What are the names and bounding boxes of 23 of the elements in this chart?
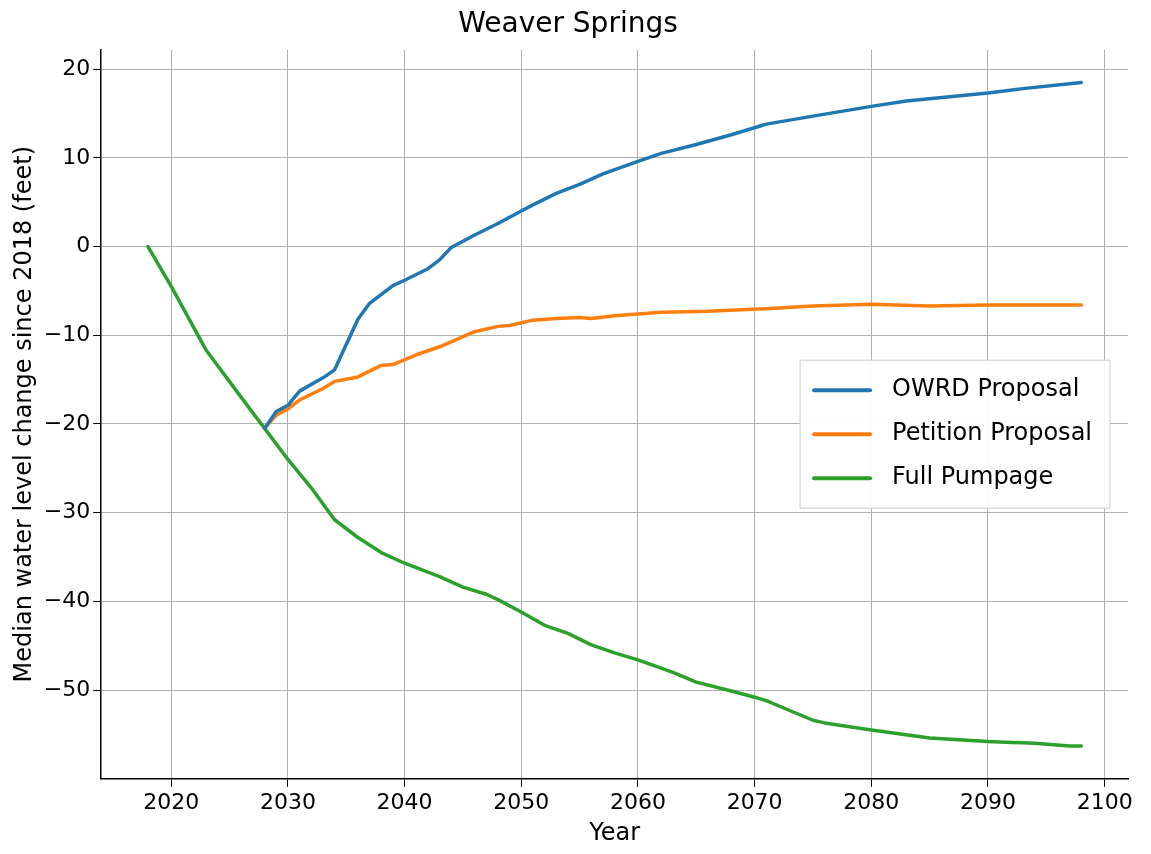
x-tick-label: 2050 — [493, 788, 550, 814]
x-tick-label: 2070 — [726, 788, 783, 814]
x-axis-title: Year — [588, 817, 641, 846]
x-tick-label: 2100 — [1076, 788, 1133, 814]
x-tick-label: 2030 — [259, 788, 316, 814]
y-tick-label: −10 — [43, 320, 91, 346]
x-tick-label: 2080 — [843, 788, 900, 814]
chart-title: Weaver Springs — [458, 6, 678, 40]
x-tick-label: 2040 — [376, 788, 433, 814]
y-axis-title: Median water level change since 2018 (feet) — [8, 146, 37, 683]
y-tick-label: 10 — [62, 143, 91, 169]
legend-label: OWRD Proposal — [892, 374, 1080, 403]
x-tick-label: 2020 — [143, 788, 200, 814]
legend-label: Petition Proposal — [892, 418, 1092, 447]
y-tick-label: −20 — [43, 409, 91, 435]
y-tick-label: 20 — [62, 54, 91, 80]
y-tick-label: 0 — [76, 232, 91, 258]
legend-label: Full Pumpage — [892, 462, 1054, 491]
x-tick-label: 2090 — [959, 788, 1016, 814]
y-tick-label: −40 — [43, 587, 91, 613]
y-tick-label: −50 — [43, 675, 91, 701]
y-tick-label: −30 — [43, 498, 91, 524]
x-tick-label: 2060 — [609, 788, 666, 814]
